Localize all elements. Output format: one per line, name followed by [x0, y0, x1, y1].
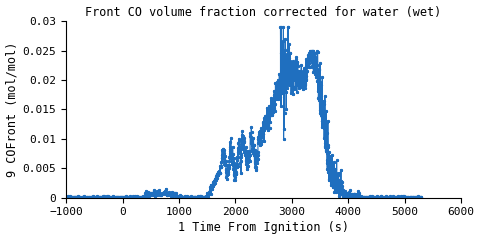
Y-axis label: 9 COFront (mol/mol): 9 COFront (mol/mol) [6, 42, 19, 177]
X-axis label: 1 Time From Ignition (s): 1 Time From Ignition (s) [178, 222, 349, 234]
Title: Front CO volume fraction corrected for water (wet): Front CO volume fraction corrected for w… [85, 6, 442, 18]
